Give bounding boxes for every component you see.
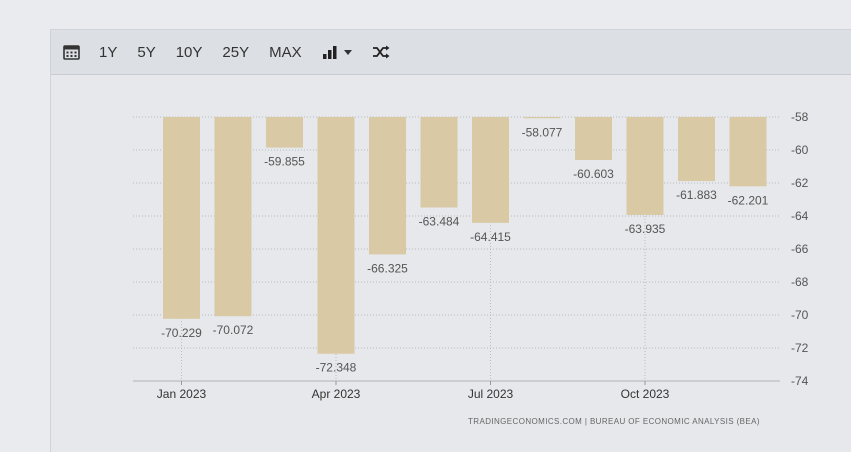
bar [420, 117, 458, 208]
data-label: -60.603 [573, 167, 614, 181]
data-label: -64.415 [470, 230, 511, 244]
bar [626, 117, 664, 215]
bar [163, 117, 200, 319]
shuffle-icon[interactable] [362, 30, 400, 74]
y-tick-label: -74 [791, 374, 809, 388]
data-label: -70.072 [213, 323, 254, 337]
data-label: -63.484 [419, 214, 460, 228]
bar [678, 117, 715, 182]
data-label: -59.855 [264, 155, 305, 169]
bar [266, 117, 303, 148]
toolbar: 1Y 5Y 10Y 25Y MAX [51, 30, 851, 75]
data-label: -58.077 [522, 125, 563, 139]
y-tick-label: -68 [791, 275, 809, 289]
range-button-10y[interactable]: 10Y [175, 43, 203, 61]
y-tick-label: -62 [791, 176, 809, 190]
data-label: -62.201 [728, 193, 769, 207]
calendar-icon[interactable] [53, 30, 89, 74]
y-tick-label: -70 [791, 308, 809, 322]
source-credit: TRADINGECONOMICS.COM | BUREAU OF ECONOMI… [468, 417, 760, 426]
range-button-max[interactable]: MAX [269, 43, 302, 61]
range-button-25y[interactable]: 25Y [222, 43, 250, 61]
x-tick-label: Oct 2023 [621, 387, 670, 401]
y-tick-label: -64 [791, 209, 809, 223]
y-tick-label: -66 [791, 242, 809, 256]
bar [369, 117, 406, 255]
bar [317, 117, 355, 354]
data-label: -72.348 [316, 361, 357, 375]
chart-type-button[interactable] [312, 30, 362, 74]
data-label: -70.229 [161, 326, 202, 340]
bar [523, 117, 561, 119]
data-label: -66.325 [367, 261, 408, 275]
x-tick-label: Jan 2023 [157, 387, 207, 401]
bar [729, 117, 767, 187]
range-button-5y[interactable]: 5Y [137, 43, 156, 61]
data-label: -61.883 [676, 188, 717, 202]
data-label: -63.935 [625, 222, 666, 236]
y-tick-label: -60 [791, 143, 809, 157]
x-tick-label: Apr 2023 [312, 387, 361, 401]
bar [214, 117, 252, 317]
caret-down-icon [343, 49, 352, 55]
bar-chart-icon [322, 46, 337, 59]
bar [472, 117, 509, 223]
range-button-1y[interactable]: 1Y [99, 43, 118, 61]
bar [575, 117, 612, 160]
y-tick-label: -58 [791, 110, 809, 124]
y-tick-label: -72 [791, 341, 809, 355]
x-tick-label: Jul 2023 [468, 387, 514, 401]
